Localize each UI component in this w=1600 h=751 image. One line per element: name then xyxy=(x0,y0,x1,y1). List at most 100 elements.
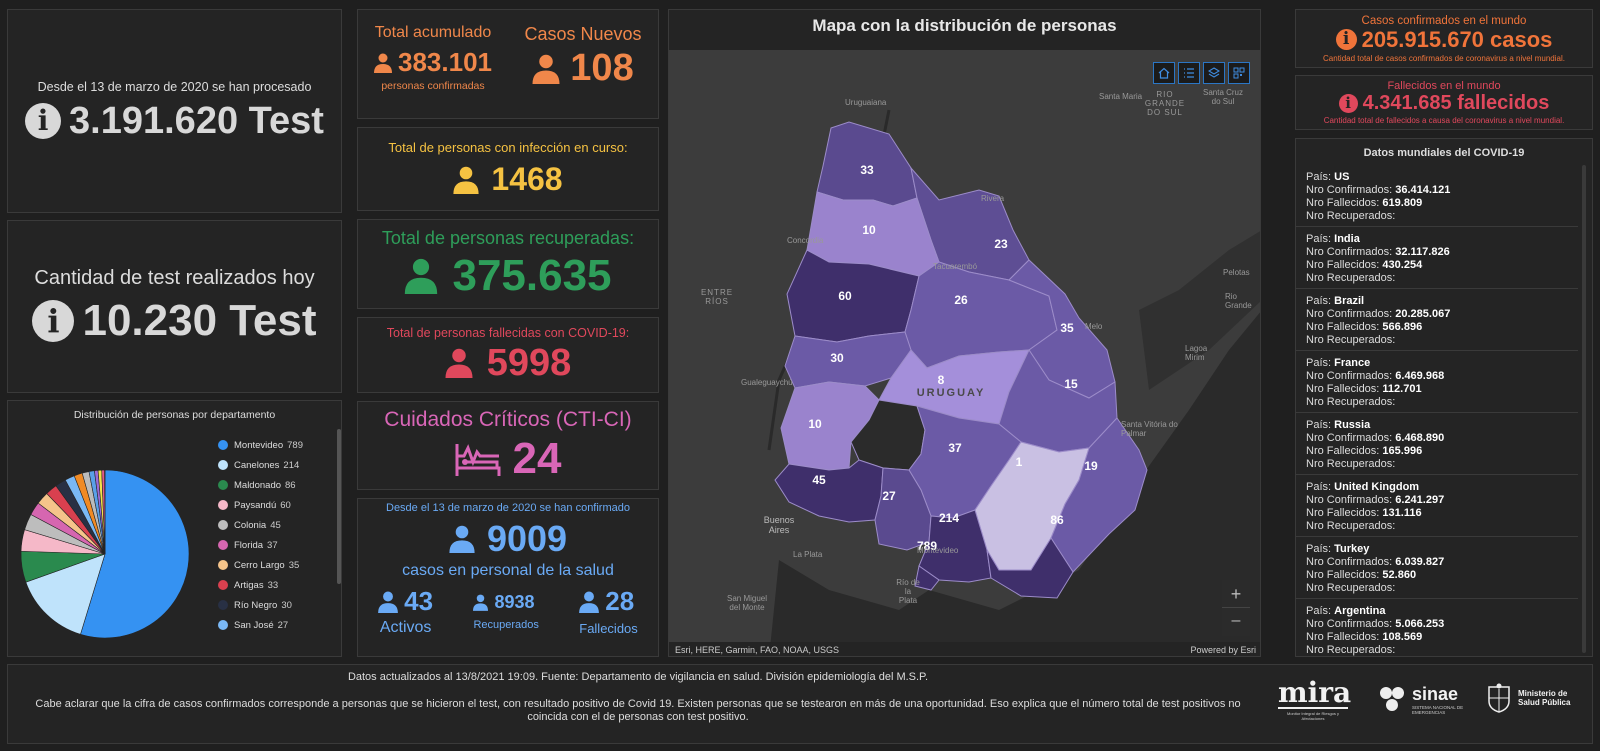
world-list[interactable]: País: US Nro Confirmados: 36.414.121 Nro F… xyxy=(1296,165,1578,656)
dept-label-cerro-largo: 35 xyxy=(1060,321,1074,335)
legend-swatch xyxy=(218,580,228,590)
cti-panel: Cuidados Críticos (CTI-CI) 24 xyxy=(357,401,659,490)
legend-value: 214 xyxy=(283,459,300,471)
world-country-label: País: xyxy=(1306,357,1332,369)
tests-total-label: Desde el 13 de marzo de 2020 se han proc… xyxy=(37,79,312,94)
pie-slice[interactable] xyxy=(25,553,106,635)
world-confirmed-label: Nro Confirmados: xyxy=(1306,370,1393,382)
person-icon xyxy=(579,591,600,613)
info-icon: i xyxy=(25,103,62,139)
zoom-out-button[interactable]: – xyxy=(1231,612,1241,629)
world-list-scrollbar[interactable] xyxy=(1582,165,1586,653)
pie-chart[interactable] xyxy=(10,459,200,649)
legend-item[interactable]: Cerro Largo 35 xyxy=(218,555,328,575)
casos-nuevos-value: 108 xyxy=(570,47,634,89)
legend-item[interactable]: Florida 37 xyxy=(218,535,328,555)
world-confirmed-label: Nro Confirmados: xyxy=(1306,184,1393,196)
salud-fallecidos-value: 28 xyxy=(605,586,635,616)
logo-sinae: sinae SISTEMA NACIONAL DE EMERGENCIAS xyxy=(1376,683,1468,715)
world-confirmed-value: 5.066.253 xyxy=(1395,618,1445,630)
person-icon xyxy=(445,348,473,378)
powered-by-esri[interactable]: Powered by Esri xyxy=(1190,645,1256,655)
legend-label: Colonia xyxy=(234,519,267,531)
world-list-item[interactable]: País: US Nro Confirmados: 36.414.121 Nro F… xyxy=(1296,165,1578,227)
world-list-item[interactable]: País: France Nro Confirmados: 6.469.968 Nr… xyxy=(1296,351,1578,413)
pie-slice[interactable] xyxy=(80,469,190,639)
world-recovered-label: Nro Recuperados: xyxy=(1306,458,1396,470)
world-list-item[interactable]: País: Brazil Nro Confirmados: 20.285.067 N… xyxy=(1296,289,1578,351)
list-icon[interactable] xyxy=(1178,62,1200,84)
world-deaths-label: Nro Fallecidos: xyxy=(1306,259,1380,271)
world-confirmed-label: Nro Confirmados: xyxy=(1306,308,1393,320)
legend-item[interactable]: Maldonado 86 xyxy=(218,475,328,495)
zoom-in-button[interactable]: + xyxy=(1222,580,1250,608)
world-deaths-value: 108.569 xyxy=(1382,631,1423,643)
pie-title: Distribución de personas por departament… xyxy=(73,409,276,421)
world-list-item[interactable]: País: India Nro Confirmados: 32.117.826 Nr… xyxy=(1296,227,1578,289)
tests-today-label: Cantidad de test realizados hoy xyxy=(34,267,315,289)
layers-icon[interactable] xyxy=(1203,62,1225,84)
world-deaths-value: 619.809 xyxy=(1382,197,1423,209)
world-deaths-label: Nro Fallecidos: xyxy=(1306,383,1380,395)
legend-item[interactable]: Río Negro 30 xyxy=(218,595,328,615)
salud-activos-label: Activos xyxy=(379,619,432,636)
tests-total-value: 3.191.620 Test xyxy=(69,99,324,142)
map-svg[interactable]: 33 10 23 60 26 35 30 8 15 10 37 1 19 45 … xyxy=(669,50,1261,657)
department-pie-panel: Distribución de personas por departament… xyxy=(7,400,342,657)
cti-value: 24 xyxy=(512,433,562,483)
salud-fallecidos-label: Fallecidos xyxy=(579,621,638,636)
legend-swatch xyxy=(218,520,228,530)
world-country-value: Brazil xyxy=(1334,295,1365,307)
world-deaths-value: 4.341.685 fallecidos xyxy=(1362,92,1550,114)
casos-nuevos-title: Casos Nuevos xyxy=(524,24,642,44)
legend-label: San José xyxy=(234,619,274,631)
person-icon xyxy=(453,166,480,194)
legend-item[interactable]: Montevideo 789 xyxy=(218,435,328,455)
legend-item[interactable]: Colonia 45 xyxy=(218,515,328,535)
world-list-item[interactable]: País: Argentina Nro Confirmados: 5.066.25… xyxy=(1296,599,1578,656)
world-list-item[interactable]: País: United Kingdom Nro Confirmados: 6.2… xyxy=(1296,475,1578,537)
legend-value: 27 xyxy=(277,619,289,631)
legend-label: Montevideo xyxy=(234,439,284,451)
legend-swatch xyxy=(218,600,228,610)
place-tacuarembo: Tacuarembó xyxy=(933,262,978,271)
home-icon[interactable] xyxy=(1153,62,1175,84)
legend-swatch xyxy=(218,560,228,570)
legend-item[interactable]: Canelones 214 xyxy=(218,455,328,475)
legend-value: 86 xyxy=(285,479,296,491)
legend-scrollbar[interactable] xyxy=(337,429,341,584)
world-deaths-title: Fallecidos en el mundo xyxy=(1387,80,1501,92)
world-confirmed-label: Nro Confirmados: xyxy=(1306,556,1393,568)
info-icon: i xyxy=(1338,94,1358,113)
dept-rocha xyxy=(1050,417,1148,573)
place-buenos-aires: Buenos Aires xyxy=(763,515,795,535)
world-country-label: País: xyxy=(1306,481,1332,493)
legend-item[interactable]: Paysandú 60 xyxy=(218,495,328,515)
world-deaths-label: Nro Fallecidos: xyxy=(1306,197,1380,209)
legend-label: Canelones xyxy=(234,459,280,471)
tests-today-value: 10.230 Test xyxy=(82,296,317,345)
map-toolbar xyxy=(1153,62,1250,84)
world-recovered-label: Nro Recuperados: xyxy=(1306,396,1396,408)
person-icon xyxy=(532,54,560,84)
dept-label-colonia: 45 xyxy=(812,473,826,487)
world-list-item[interactable]: País: Turkey Nro Confirmados: 6.039.827 Nr… xyxy=(1296,537,1578,599)
qr-code-icon[interactable] xyxy=(1228,62,1250,84)
salud-value: 9009 xyxy=(486,518,568,559)
legend-swatch xyxy=(218,460,228,470)
map-view[interactable]: 33 10 23 60 26 35 30 8 15 10 37 1 19 45 … xyxy=(669,50,1261,657)
legend-label: Florida xyxy=(234,539,264,551)
world-confirmed-label: Nro Confirmados: xyxy=(1306,246,1393,258)
legend-item[interactable]: Artigas 33 xyxy=(218,575,328,595)
legend-item[interactable]: San José 27 xyxy=(218,615,328,635)
pie-legend: Montevideo 789 Canelones 214 Maldonado 86 Pays… xyxy=(218,435,328,635)
world-deaths-label: Nro Fallecidos: xyxy=(1306,631,1380,643)
footer-update: Datos actualizados al 13/8/2021 19:09. F… xyxy=(347,671,929,683)
infeccion-value: 1468 xyxy=(491,161,563,197)
world-list-item[interactable]: País: Russia Nro Confirmados: 6.468.890 Nr… xyxy=(1296,413,1578,475)
world-list-title: Datos mundiales del COVID-19 xyxy=(1363,147,1525,159)
world-confirmed-label: Nro Confirmados: xyxy=(1306,432,1393,444)
person-icon xyxy=(378,591,399,613)
dept-label-canelones: 214 xyxy=(939,511,959,525)
world-confirmed-note: Cantidad total de casos confirmados de c… xyxy=(1323,53,1565,63)
